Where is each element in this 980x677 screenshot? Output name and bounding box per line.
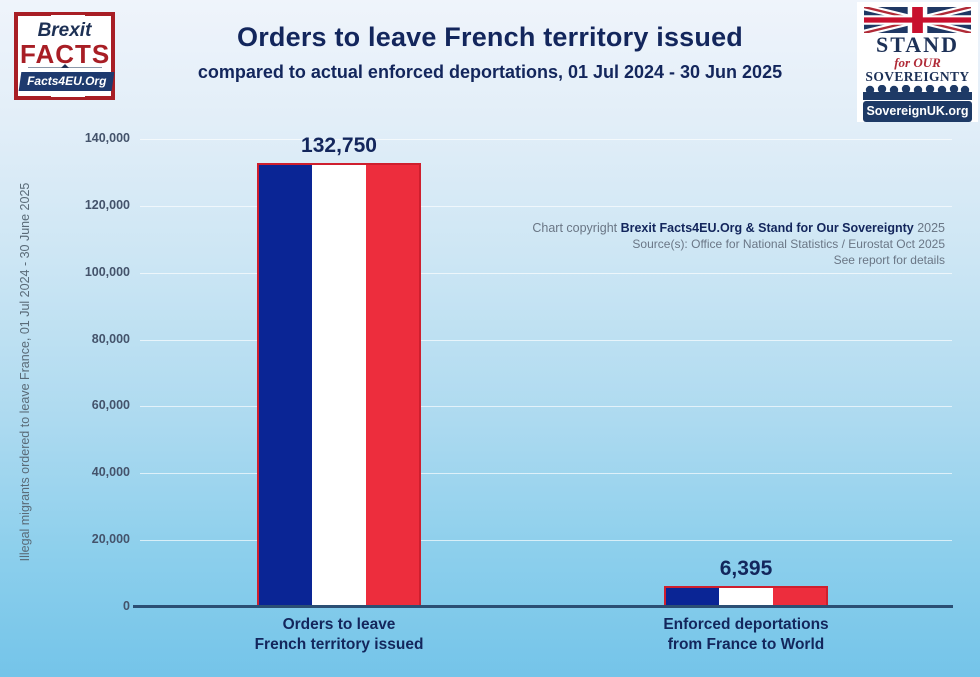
facts4eu-org-badge: Facts4EU.Org (18, 72, 115, 91)
source-line: Source(s): Office for National Statistic… (632, 237, 945, 251)
y-tick-label: 80,000 (91, 331, 130, 346)
y-tick-label: 140,000 (84, 131, 130, 145)
sovereignuk-url-badge: SovereignUK.org (863, 101, 972, 122)
brexit-facts-logo: Brexit FACTS Facts4EU.Org (14, 12, 115, 100)
chart-subtitle: compared to actual enforced deportations… (197, 62, 783, 82)
brexit-logo-word-brexit: Brexit (37, 20, 92, 41)
y-tick-label: 20,000 (91, 532, 130, 547)
flag-stripe-red (365, 165, 419, 605)
y-tick-label: 120,000 (84, 197, 130, 212)
flag-stripe-white (312, 165, 366, 605)
bar-group-orders: 132,750 (257, 134, 421, 607)
bar-orders-to-leave (257, 163, 421, 607)
x-axis-line (133, 605, 953, 608)
flag-stripe-white (719, 588, 773, 605)
sovereignty-logo-stand: STAND (876, 32, 959, 57)
category-label-orders: Orders to leave French territory issued (254, 616, 424, 653)
logo-divider (27, 64, 102, 70)
gridline (140, 272, 952, 274)
sovereignty-logo-for-our: for OUR (894, 55, 941, 70)
gridline (140, 473, 952, 475)
bar-value-label-deportations: 6,395 (719, 557, 773, 580)
gridline (140, 339, 952, 341)
bar-enforced-deportations (664, 586, 828, 607)
gridline (140, 540, 952, 542)
y-axis-title: Illegal migrants ordered to leave France… (18, 182, 32, 562)
gridline (140, 406, 952, 408)
sovereignty-logo-sovereignty: SOVEREIGNTY (865, 69, 970, 84)
bar-group-deportations: 6,395 (664, 557, 828, 607)
flag-stripe-blue (259, 165, 313, 605)
logo-bracket-frame (14, 12, 115, 100)
chart-title: Orders to leave French territory issued (237, 22, 743, 52)
crowd-silhouette-icon (863, 85, 972, 100)
copyright-line: Chart copyright Brexit Facts4EU.Org & St… (532, 221, 945, 235)
copyright-block: Chart copyright Brexit Facts4EU.Org & St… (532, 221, 945, 267)
union-jack-icon (864, 7, 971, 33)
y-tick-label: 0 (123, 599, 130, 613)
y-tick-label: 60,000 (91, 398, 130, 413)
y-tick-label: 100,000 (84, 264, 130, 279)
gridline (140, 205, 952, 207)
bar-value-label-orders: 132,750 (301, 134, 377, 157)
flag-stripe-red (772, 588, 826, 605)
flag-stripe-blue (666, 588, 720, 605)
report-note: See report for details (833, 253, 945, 267)
gridline (140, 139, 952, 140)
category-label-deportations: Enforced deportations from France to Wor… (663, 616, 829, 653)
brexit-logo-word-facts: FACTS (20, 39, 111, 69)
plot-area: 132,750 6,395 (140, 134, 952, 607)
y-tick-label: 40,000 (91, 465, 130, 480)
copyright-owner: Brexit Facts4EU.Org & Stand for Our Sove… (620, 221, 914, 235)
sovereignty-logo: STAND for OUR SOVEREIGNTY SovereignUK.or… (857, 2, 978, 122)
